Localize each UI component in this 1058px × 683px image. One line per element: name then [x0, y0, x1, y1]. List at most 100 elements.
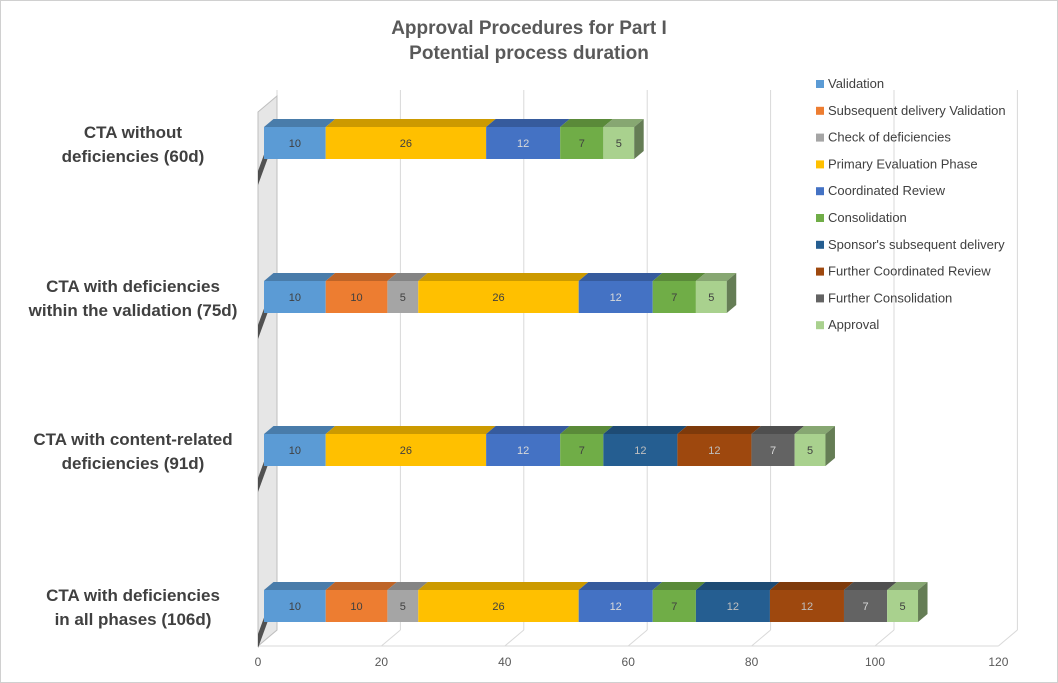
data-label: 10 — [289, 292, 301, 304]
bar-segment — [264, 590, 326, 622]
bar-side-face — [825, 426, 835, 466]
data-label: 12 — [708, 445, 720, 457]
bar-segment — [652, 590, 696, 622]
category-label-line: CTA with deficiencies — [46, 586, 220, 605]
legend-swatch — [816, 106, 824, 115]
bar-segment — [794, 434, 826, 466]
data-label: 5 — [400, 292, 406, 304]
data-label: 5 — [400, 601, 406, 613]
floor-gridline — [998, 629, 1018, 647]
bar-top-face — [418, 273, 589, 281]
x-tick-label: 20 — [375, 655, 389, 669]
data-label: 10 — [289, 445, 301, 457]
bar-segment — [603, 434, 678, 466]
bar-top-face — [264, 273, 336, 281]
bar-segment — [387, 590, 419, 622]
legend-layer: Validation Subsequent delivery Validation… — [816, 76, 1006, 332]
bar-top-face — [325, 426, 496, 434]
bar-segment — [652, 281, 696, 313]
bar-segment — [843, 590, 888, 622]
data-label: 5 — [616, 138, 622, 150]
bar-segment — [695, 590, 770, 622]
bar-top-face — [486, 119, 570, 127]
bar-top-face — [325, 119, 496, 127]
legend-label: Further Consolidation — [828, 290, 952, 305]
category-label-line: CTA with content-related — [33, 430, 232, 449]
bar-segment — [325, 281, 388, 313]
legend-swatch — [816, 160, 824, 169]
category-label-line: CTA without — [84, 123, 183, 142]
bar-segment — [769, 590, 844, 622]
data-label: 10 — [350, 292, 362, 304]
bar-top-face — [264, 119, 336, 127]
bar-segment — [325, 127, 487, 159]
grid-layer — [257, 90, 1018, 647]
bar-segment — [578, 281, 653, 313]
data-label: 5 — [807, 445, 813, 457]
bar-segment — [325, 434, 487, 466]
data-label: 7 — [671, 292, 677, 304]
bar-segment — [677, 434, 752, 466]
bar-top-face — [794, 426, 835, 434]
floor-gridline — [751, 629, 771, 647]
data-label: 12 — [610, 601, 622, 613]
bar-top-face — [603, 426, 687, 434]
side-wall — [257, 94, 278, 648]
floor-gridline — [504, 629, 525, 647]
bar-top-face — [751, 426, 805, 434]
legend-swatch — [816, 80, 824, 88]
legend-label: Check of deficiencies — [828, 130, 951, 145]
data-label: 26 — [492, 292, 504, 304]
legend-label: Primary Evaluation Phase — [828, 156, 978, 171]
x-tick-label: 100 — [865, 655, 885, 669]
bar-top-face — [652, 273, 706, 281]
chart-title-block: Approval Procedures for Part I Potential… — [0, 16, 1058, 66]
data-label: 12 — [727, 601, 739, 613]
bar-top-face — [264, 426, 336, 434]
legend-swatch — [816, 294, 824, 303]
bar-segment — [264, 127, 326, 159]
legend-swatch — [816, 187, 824, 196]
bar-segment — [751, 434, 795, 466]
category-label-line: deficiencies (91d) — [62, 454, 205, 473]
data-label: 7 — [579, 138, 585, 150]
bar-top-face — [843, 582, 897, 590]
legend-swatch — [816, 321, 824, 330]
bar-segment — [695, 281, 727, 313]
legend-label: Coordinated Review — [828, 183, 946, 198]
bar-top-face — [677, 426, 761, 434]
floor-gridline — [381, 629, 401, 647]
category-label-line: within the validation (75d) — [28, 301, 238, 320]
legend-label: Subsequent delivery Validation — [828, 103, 1006, 118]
bar-layer: 10 26 12 7 5 10 10 5 26 12 7 5 10 26 12 7 12 12 7 5 10 10 5 26 1… — [264, 119, 928, 622]
bar-top-face — [264, 582, 336, 590]
data-label: 12 — [517, 138, 529, 150]
bar-segment — [486, 127, 561, 159]
bar-segment — [578, 590, 653, 622]
x-tick-label: 120 — [988, 655, 1008, 669]
legend-label: Approval — [828, 317, 879, 332]
bar-segment — [560, 434, 604, 466]
x-tick-label: 80 — [745, 655, 759, 669]
category-label: CTA with content-related deficiencies (91… — [33, 430, 232, 473]
legend-swatch — [816, 240, 824, 249]
bar-top-face — [603, 119, 644, 127]
category-label: CTA with deficiencies within the validati… — [28, 277, 238, 320]
wall-layer — [257, 94, 278, 648]
category-label-line: in all phases (106d) — [55, 610, 212, 629]
data-label: 7 — [863, 601, 869, 613]
data-label: 5 — [900, 601, 906, 613]
bar-segment — [603, 127, 635, 159]
x-tick-label: 40 — [498, 655, 512, 669]
bar-segment — [560, 127, 604, 159]
floor-gridline — [874, 629, 895, 647]
category-label-line: deficiencies (60d) — [62, 147, 205, 166]
x-tick-label: 0 — [255, 655, 262, 669]
data-label: 7 — [579, 445, 585, 457]
data-label: 7 — [671, 601, 677, 613]
data-label: 10 — [289, 601, 301, 613]
data-label: 26 — [492, 601, 504, 613]
chart-title: Approval Procedures for Part I — [391, 18, 667, 39]
